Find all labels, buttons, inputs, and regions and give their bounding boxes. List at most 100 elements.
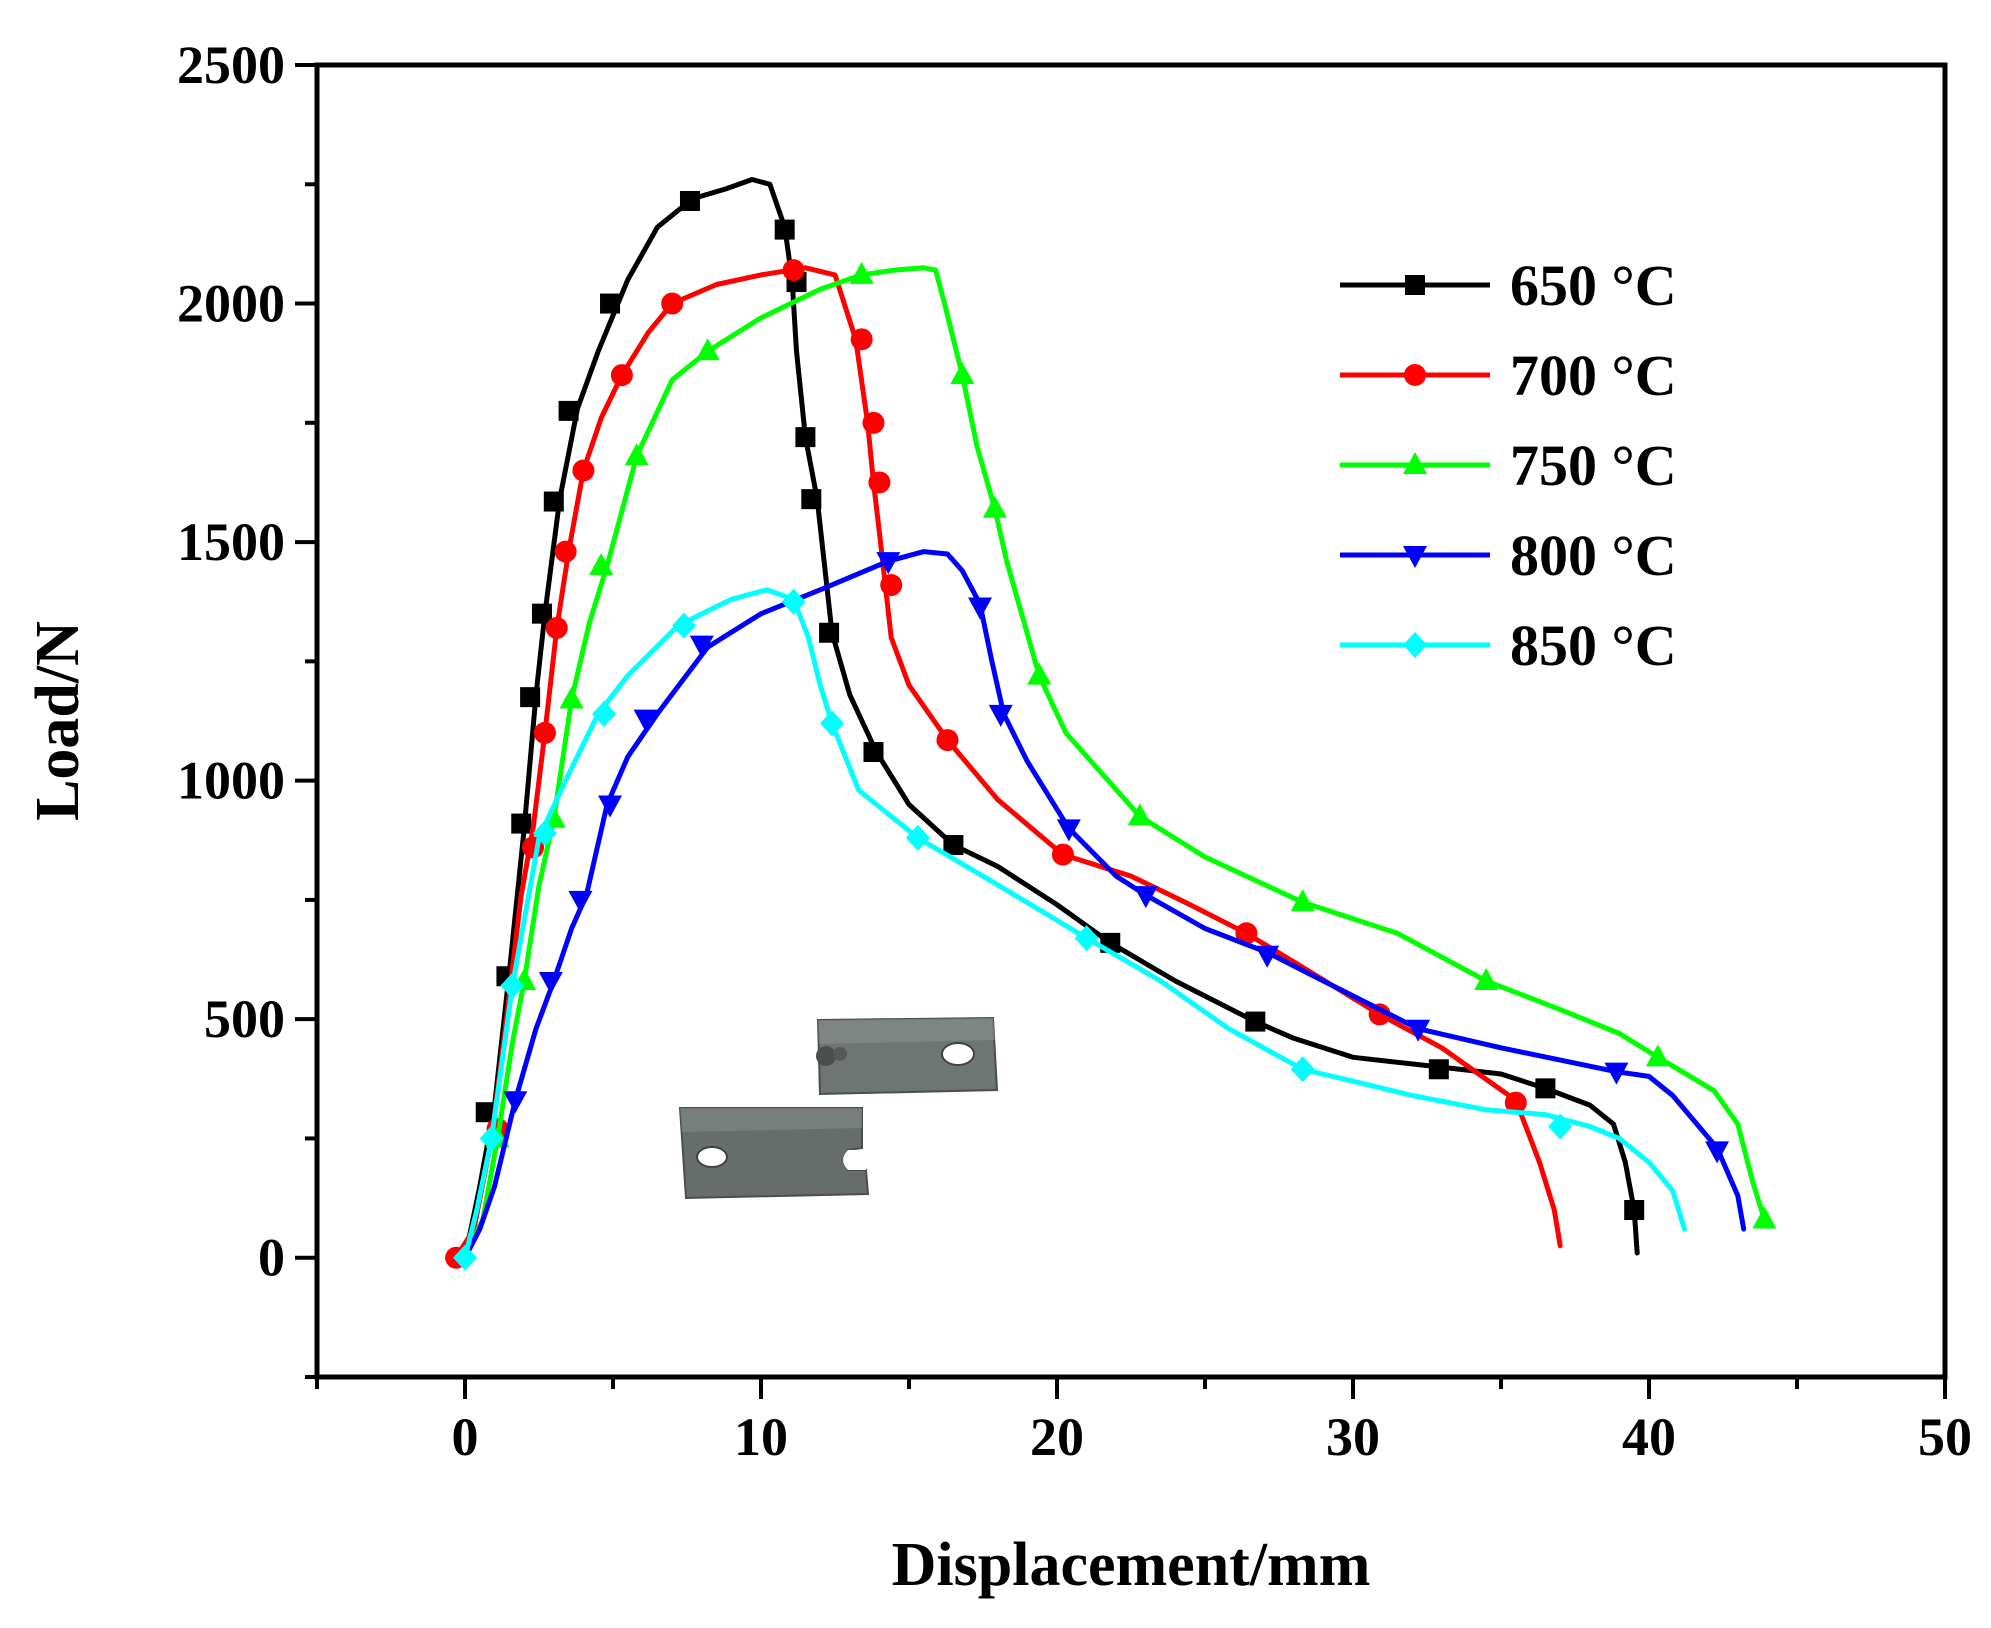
- data-point: [1235, 922, 1258, 945]
- data-point: [1705, 1141, 1730, 1164]
- data-point: [1056, 819, 1081, 842]
- series-650c: [462, 177, 1645, 1261]
- data-point: [905, 824, 930, 851]
- data-point: [950, 362, 975, 385]
- data-point: [880, 574, 903, 597]
- legend-label: 800 °C: [1510, 523, 1677, 588]
- data-point: [475, 1102, 496, 1123]
- legend-item-650c: 650 °C: [1340, 253, 1677, 318]
- plot-area: [445, 177, 1777, 1271]
- series-800c: [462, 549, 1747, 1261]
- legend-label: 700 °C: [1510, 343, 1677, 408]
- data-point: [1752, 1206, 1777, 1229]
- legend: 650 °C 700 °C 750 °C 800 °C 850 °C: [1340, 253, 1677, 678]
- data-point: [1645, 1044, 1670, 1067]
- data-point: [868, 471, 891, 494]
- data-point: [479, 1125, 504, 1152]
- data-point: [1290, 889, 1315, 912]
- data-point: [781, 588, 806, 615]
- data-point: [1133, 886, 1158, 909]
- data-point: [568, 890, 593, 913]
- legend-label: 850 °C: [1510, 613, 1677, 678]
- data-point: [1290, 1056, 1315, 1083]
- y-tick-label: 1000: [177, 751, 285, 811]
- data-point: [1474, 968, 1499, 991]
- data-point: [988, 704, 1013, 727]
- x-tick-label: 30: [1326, 1407, 1380, 1467]
- x-tick-label: 50: [1918, 1407, 1972, 1467]
- data-point: [774, 219, 795, 240]
- data-point: [538, 972, 563, 995]
- data-point: [1051, 843, 1074, 866]
- data-point: [863, 742, 884, 763]
- data-point: [1255, 945, 1280, 968]
- y-tick-label: 1500: [177, 512, 285, 572]
- data-point: [943, 835, 964, 856]
- series-line: [462, 549, 1747, 1261]
- series-750c: [462, 261, 1777, 1261]
- legend-item-700c: 700 °C: [1340, 343, 1677, 408]
- data-point: [1245, 1011, 1266, 1032]
- data-point: [661, 292, 684, 315]
- legend-label: 650 °C: [1510, 253, 1677, 318]
- legend-marker: [1403, 632, 1427, 658]
- series-850c: [453, 587, 1687, 1271]
- data-point: [503, 1091, 528, 1114]
- data-point: [936, 729, 959, 752]
- x-tick-label: 10: [734, 1407, 788, 1467]
- x-tick-label: 0: [452, 1407, 479, 1467]
- data-point: [1624, 1200, 1645, 1221]
- data-point: [589, 552, 614, 575]
- data-point: [558, 400, 579, 421]
- series-line: [462, 265, 1767, 1261]
- x-tick-label: 40: [1622, 1407, 1676, 1467]
- data-point: [820, 710, 845, 737]
- legend-marker: [1405, 275, 1425, 295]
- data-point: [819, 622, 840, 643]
- data-point: [520, 687, 541, 708]
- data-point: [453, 1244, 477, 1271]
- data-point: [598, 795, 623, 818]
- data-point: [850, 328, 873, 351]
- data-point: [1504, 1091, 1527, 1114]
- data-point: [782, 259, 805, 282]
- data-point: [559, 686, 584, 709]
- data-point: [532, 820, 557, 847]
- data-point: [1535, 1078, 1556, 1099]
- data-point: [1548, 1113, 1573, 1140]
- data-point: [1428, 1059, 1449, 1080]
- legend-item-850c: 850 °C: [1340, 613, 1677, 678]
- series-line: [462, 587, 1687, 1261]
- data-point: [624, 443, 649, 466]
- data-point: [545, 616, 568, 639]
- data-point: [1127, 803, 1152, 826]
- series-line: [453, 265, 1563, 1261]
- data-point: [849, 261, 874, 284]
- data-point: [533, 721, 556, 744]
- data-point: [572, 459, 595, 482]
- x-tick-label: 20: [1030, 1407, 1084, 1467]
- data-point: [554, 540, 577, 563]
- data-point: [689, 635, 714, 658]
- y-tick-label: 2500: [177, 35, 285, 95]
- y-axis-title: Load/N: [24, 621, 92, 821]
- data-point: [1074, 925, 1099, 952]
- legend-marker: [1404, 364, 1426, 386]
- legend-marker: [1403, 546, 1427, 568]
- data-point: [672, 612, 697, 639]
- y-tick-label: 0: [258, 1228, 285, 1288]
- data-point: [1604, 1062, 1629, 1085]
- plot-frame: [314, 62, 1948, 1380]
- y-tick-label: 500: [204, 989, 285, 1049]
- data-point: [695, 338, 720, 361]
- legend-label: 750 °C: [1510, 433, 1677, 498]
- specimen-inset-photo: [678, 1016, 999, 1200]
- series-700c: [445, 259, 1563, 1269]
- legend-item-800c: 800 °C: [1340, 523, 1677, 588]
- data-point: [531, 603, 552, 624]
- legend-item-750c: 750 °C: [1340, 433, 1677, 498]
- y-tick-label: 2000: [177, 274, 285, 334]
- data-point: [511, 813, 532, 834]
